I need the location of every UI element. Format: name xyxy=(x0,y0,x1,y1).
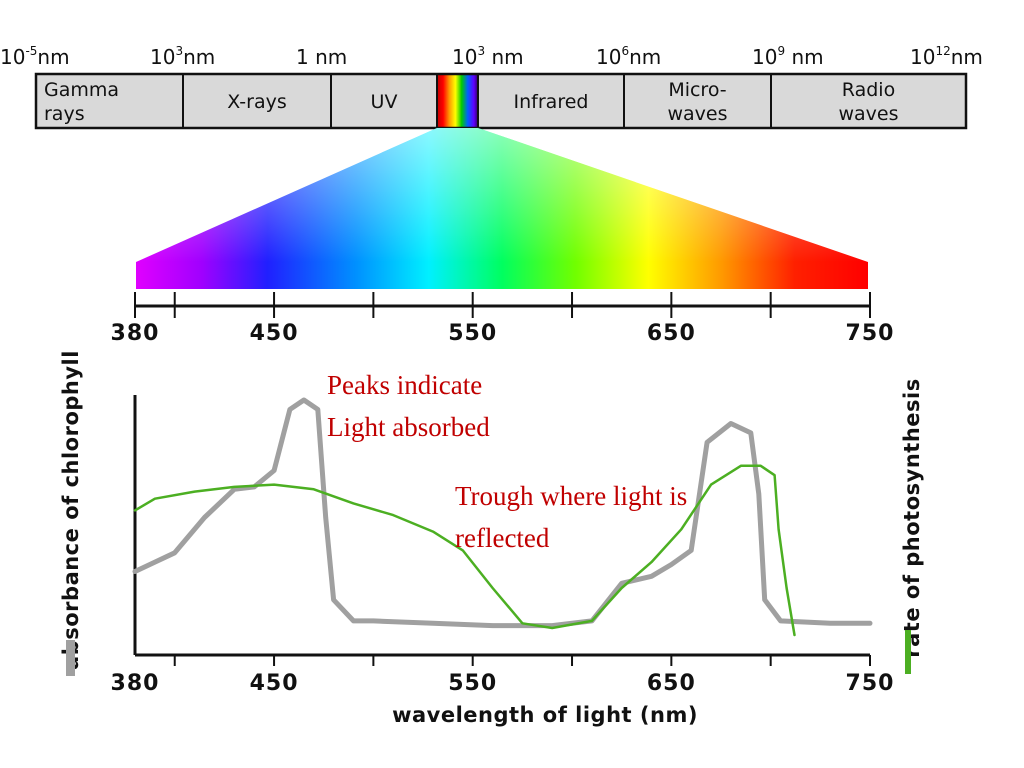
em-band-label: rays xyxy=(44,103,85,125)
chart-x-tick-label: 550 xyxy=(448,671,497,696)
em-band-label: UV xyxy=(371,91,398,113)
em-scale-base: 10 xyxy=(150,45,175,69)
spectrum-tick-label: 650 xyxy=(647,321,696,346)
chart-series xyxy=(132,397,873,637)
absorbance-line xyxy=(132,397,873,629)
x-axis-title: wavelength of light (nm) xyxy=(392,703,698,727)
em-scale-exponent: 9 xyxy=(777,44,785,58)
em-scale-exponent: 6 xyxy=(621,44,629,58)
em-scale-base: 10 xyxy=(596,45,621,69)
y-axis-legend-swatch-left xyxy=(66,640,75,676)
em-scale-unit: nm xyxy=(37,45,69,69)
em-scale-exponent: 3 xyxy=(477,44,485,58)
em-scale-base: 10 xyxy=(452,45,477,69)
em-scale-label: 103 nm xyxy=(452,44,524,69)
chart-x-ticks: 380 450 550 650 750 xyxy=(111,655,895,696)
trough-annotation-line2: reflected xyxy=(455,523,550,553)
spectrum-tick-label: 550 xyxy=(448,321,497,346)
em-bar-border xyxy=(34,72,968,130)
em-scale-label: 103nm xyxy=(150,44,215,69)
y-axis-title-right: rate of photosynthesis xyxy=(900,378,924,657)
em-scale-exponent: -5 xyxy=(25,44,37,58)
em-band-label: Gamma xyxy=(44,79,119,101)
em-scale-unit: nm xyxy=(785,45,824,69)
em-band-visible xyxy=(436,73,479,129)
em-scale-labels: 10-5nm 103nm 1 nm 103 nm 106nm 109 nm 1012nm xyxy=(0,44,983,69)
em-band-label: waves xyxy=(838,103,898,125)
chart-x-tick-label: 380 xyxy=(111,671,160,696)
em-scale-label: 1012nm xyxy=(910,44,983,69)
spectrum-tick-label: 750 xyxy=(846,321,895,346)
em-scale-label: 10-5nm xyxy=(0,44,70,69)
em-band-label: Infrared xyxy=(514,91,589,113)
visible-spectrum-band xyxy=(136,262,868,289)
em-scale-unit: nm xyxy=(485,45,524,69)
chart-x-tick-label: 650 xyxy=(647,671,696,696)
em-scale-unit: nm xyxy=(951,45,983,69)
em-scale-base: 10 xyxy=(910,45,935,69)
em-scale-base: 10 xyxy=(752,45,777,69)
y-axis-legend-swatch-right xyxy=(905,630,911,674)
em-band-label: waves xyxy=(667,103,727,125)
em-scale-exponent: 3 xyxy=(175,44,183,58)
em-band-cell xyxy=(182,73,332,129)
em-scale-unit: nm xyxy=(183,45,215,69)
em-band-cell xyxy=(770,73,967,129)
spectrum-ruler: 380 450 550 650 750 xyxy=(111,292,895,346)
em-band-label: X-rays xyxy=(227,91,287,113)
visible-light-expansion-fade xyxy=(136,128,868,262)
em-scale-unit: nm xyxy=(629,45,661,69)
peaks-annotation-line1: Peaks indicate xyxy=(327,370,482,400)
em-scale-label: 1 nm xyxy=(296,45,347,69)
em-scale-base: 10 xyxy=(0,45,25,69)
spectrum-tick-label: 450 xyxy=(250,321,299,346)
trough-annotation-line1: Trough where light is xyxy=(455,481,687,511)
em-band-label: Micro- xyxy=(668,79,726,101)
chart-x-tick-label: 450 xyxy=(250,671,299,696)
spectrum-tick-label: 380 xyxy=(111,321,160,346)
em-scale-label: 109 nm xyxy=(752,44,824,69)
peaks-annotation-line2: Light absorbed xyxy=(327,412,490,442)
chart-x-tick-label: 750 xyxy=(846,671,895,696)
photosynthesis-line xyxy=(133,464,796,637)
em-band-label: Radio xyxy=(842,79,895,101)
em-scale-exponent: 12 xyxy=(935,44,950,58)
em-scale-label: 106nm xyxy=(596,44,661,69)
absorption-chart: 380 450 550 650 750 wavelength of light (nm)… xyxy=(59,350,924,727)
y-axis-title-left: absorbance of chlorophyll xyxy=(59,350,83,670)
